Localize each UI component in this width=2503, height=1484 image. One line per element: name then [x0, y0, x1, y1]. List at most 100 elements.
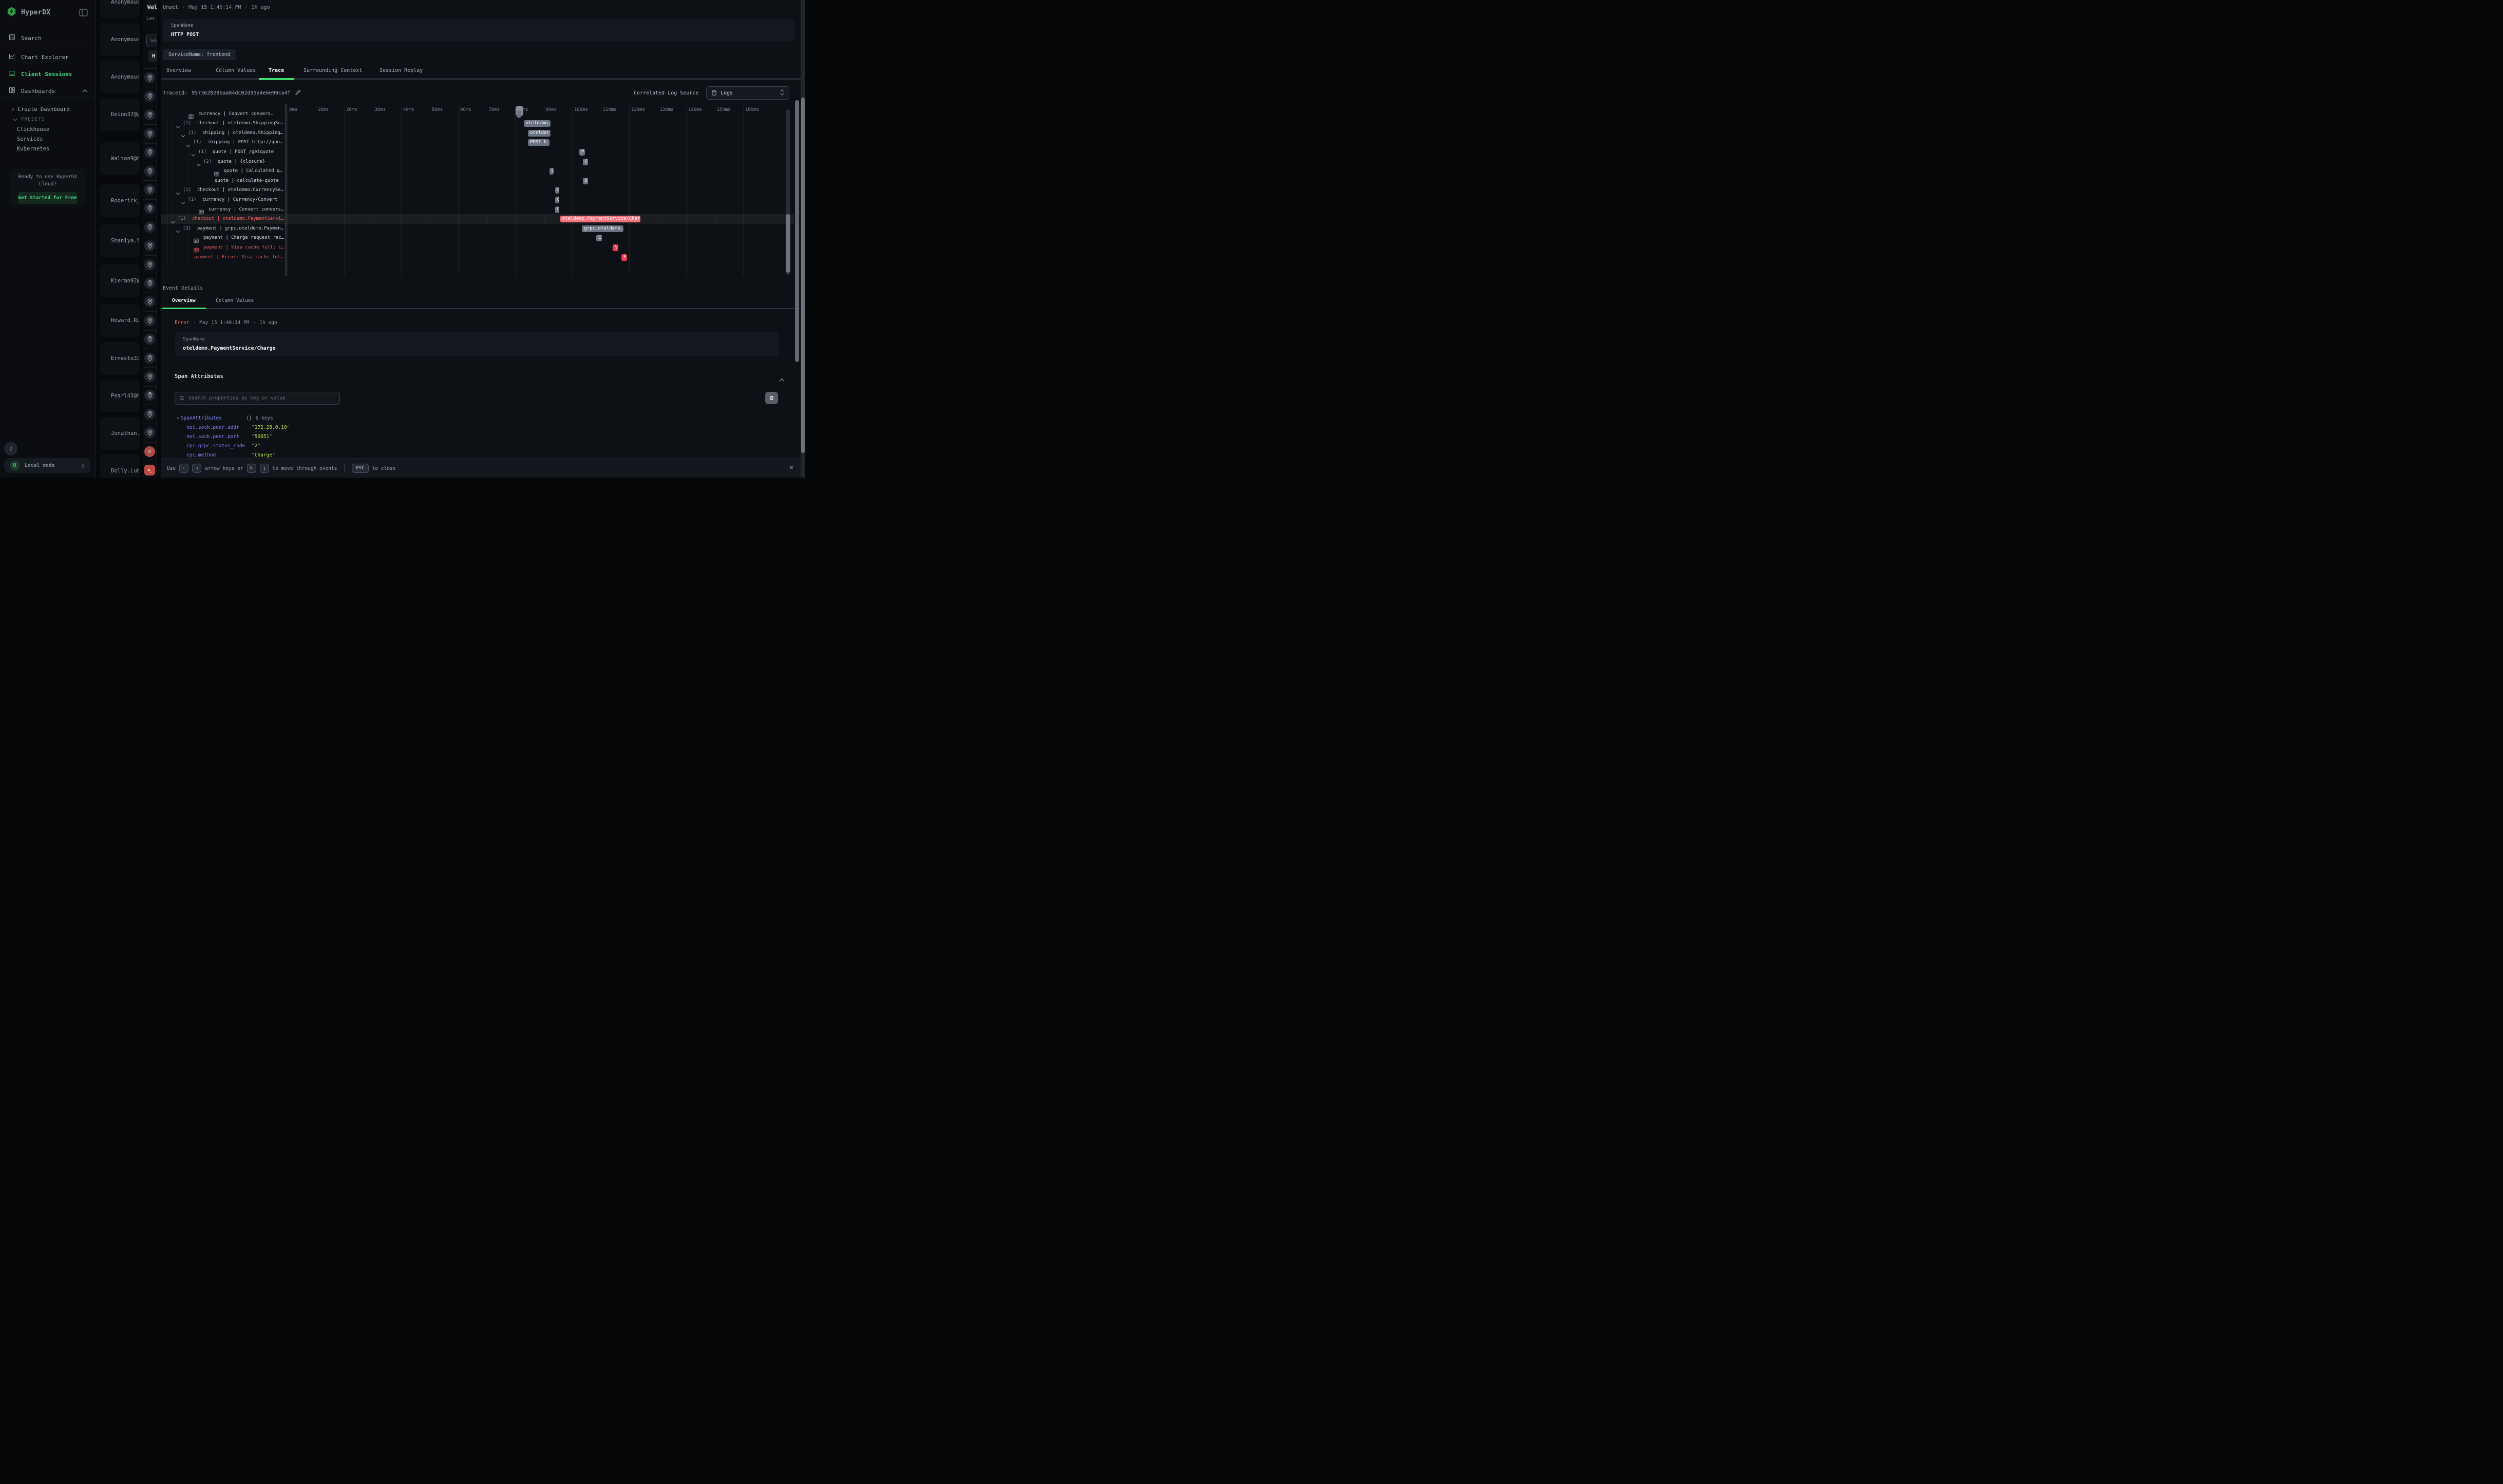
span-duration-bar[interactable]: otelder [527, 129, 551, 137]
expand-chevron-icon[interactable] [176, 188, 180, 198]
expand-chevron-icon[interactable] [191, 149, 196, 159]
attribute-key[interactable]: rpc.method [186, 452, 216, 458]
span-duration-bar[interactable]: C [596, 235, 602, 242]
expand-chevron-icon[interactable] [176, 121, 180, 131]
session-card[interactable]: Walton9@ho [100, 142, 140, 175]
span-row-label[interactable]: payment | Error: Visa cache ful… [194, 254, 283, 260]
panel-scrollbar-thumb[interactable] [795, 100, 799, 362]
collapse-chevron-up-icon[interactable] [779, 374, 785, 384]
location-pin-icon[interactable] [144, 240, 155, 252]
span-row-label[interactable]: shipping | POST http://quo… [207, 140, 283, 145]
tab-session-replay[interactable]: Session Replay [380, 68, 423, 73]
attribute-key[interactable]: rpc.grpc.status_code [186, 443, 245, 449]
location-pin-icon[interactable] [144, 203, 155, 214]
span-row-label[interactable]: quote | {closure} [218, 159, 266, 164]
expand-chevron-icon[interactable] [181, 197, 185, 207]
expand-chevron-icon[interactable] [176, 226, 180, 236]
swap-icon[interactable]: ⇄ [144, 446, 155, 457]
sidebar-item-chart-explorer[interactable]: Chart Explorer [0, 50, 96, 64]
terminal-icon[interactable]: >_ [144, 464, 155, 475]
sidebar-item-search[interactable]: Search [0, 31, 96, 45]
span-duration-bar[interactable] [516, 110, 521, 118]
location-pin-icon[interactable] [144, 165, 155, 177]
presets-toggle[interactable]: PRESETS [13, 117, 45, 122]
location-pin-icon[interactable] [144, 334, 155, 345]
span-duration-bar[interactable]: C [555, 196, 559, 203]
attribute-value[interactable]: "2" [252, 443, 261, 449]
log-source-select[interactable]: Logs [706, 86, 789, 100]
span-row-label[interactable]: shipping | oteldemo.Shipping… [202, 130, 283, 136]
tab-overview[interactable]: Overview [166, 68, 192, 73]
location-pin-icon[interactable] [144, 221, 155, 233]
expand-chevron-icon[interactable] [170, 217, 175, 226]
span-duration-bar[interactable]: C [549, 168, 554, 175]
close-icon[interactable]: × [789, 464, 793, 472]
span-row-label[interactable]: quote | Calculated q… [224, 168, 282, 174]
span-row-label[interactable]: payment | grpc.oteldemo.Paymen… [197, 225, 283, 231]
get-started-button[interactable]: Get Started for Free [18, 192, 77, 204]
preset-item-services[interactable]: Services [17, 136, 43, 142]
span-row-label[interactable]: currency | Convert convers… [208, 206, 284, 212]
tab-surrounding-context[interactable]: Surrounding Context [304, 68, 363, 73]
session-card[interactable]: Dolly.Lubo [100, 454, 140, 478]
event-details-tab-overview[interactable]: Overview [172, 298, 196, 303]
attribute-value[interactable]: "172.28.0.10" [252, 425, 290, 430]
edit-pencil-icon[interactable] [295, 89, 301, 97]
span-duration-bar[interactable]: POST h [527, 139, 549, 146]
span-duration-bar[interactable]: c [582, 177, 588, 184]
span-row-label[interactable]: quote | calculate-quote [215, 178, 279, 183]
span-duration-bar[interactable]: oteldemo. [523, 120, 551, 127]
session-card[interactable]: Kieran92@h [100, 264, 140, 297]
tab-column-values[interactable]: Column Values [216, 68, 256, 73]
waterfall-scrollbar-thumb[interactable] [786, 214, 790, 273]
attribute-key[interactable]: net.sock.peer.addr [186, 425, 239, 430]
location-pin-icon[interactable] [144, 259, 155, 270]
span-attributes-root-toggle[interactable]: ▾ SpanAttributes [177, 415, 222, 421]
attribute-value[interactable]: "Charge" [252, 452, 275, 458]
sidebar-item-client-sessions[interactable]: Client Sessions [0, 67, 96, 81]
location-pin-icon[interactable] [144, 128, 155, 139]
location-pin-icon[interactable] [144, 109, 155, 121]
location-pin-icon[interactable] [144, 352, 155, 364]
preset-item-kubernetes[interactable]: Kubernetes [17, 146, 50, 152]
session-card[interactable]: Roderick_S [100, 184, 140, 217]
span-row-label[interactable]: currency | Currency/Convert [202, 197, 278, 202]
span-row-label[interactable]: quote | POST /getquote [213, 149, 274, 155]
attributes-search-input[interactable] [187, 392, 336, 404]
tab-trace[interactable]: Trace [269, 68, 285, 73]
event-details-tab-column-values[interactable]: Column Values [216, 298, 254, 303]
session-card[interactable]: Pearl43@ho [100, 379, 140, 412]
location-pin-icon[interactable] [144, 427, 155, 439]
location-pin-icon[interactable] [144, 315, 155, 326]
span-duration-bar[interactable]: { [582, 158, 588, 165]
user-menu[interactable]: U Local mode [4, 458, 90, 473]
span-duration-bar[interactable]: o [555, 187, 559, 194]
span-duration-bar[interactable]: V [613, 244, 618, 251]
gear-icon[interactable]: ⚙ [765, 392, 778, 404]
span-duration-bar[interactable]: grpc.oteldemo. [582, 225, 623, 232]
span-duration-bar[interactable]: C [555, 206, 559, 213]
session-card[interactable]: Ernesto33@ [100, 342, 140, 375]
expand-chevron-icon[interactable] [181, 130, 185, 140]
span-row-label[interactable]: checkout | oteldemo.PaymentServi… [192, 216, 284, 222]
location-pin-icon[interactable] [144, 72, 155, 83]
location-pin-icon[interactable] [144, 277, 155, 289]
span-row-label[interactable]: checkout | oteldemo.ShippingSe… [197, 121, 283, 126]
location-pin-icon[interactable] [144, 90, 155, 102]
sidebar-collapse-icon[interactable] [79, 9, 88, 16]
session-card[interactable]: Jonathan.B [100, 417, 140, 450]
session-card[interactable]: Shaniya.Sc [100, 224, 140, 257]
events-filter-button[interactable]: H [148, 50, 157, 62]
help-button[interactable]: ? [4, 442, 17, 455]
window-scrollbar-thumb[interactable] [801, 98, 805, 453]
span-row-label[interactable]: payment | Charge request rec… [203, 235, 285, 241]
session-card[interactable]: Anonymous [100, 61, 140, 93]
attribute-value[interactable]: "50051" [252, 434, 273, 440]
location-pin-icon[interactable] [144, 408, 155, 420]
span-row-label[interactable]: currency | Convert convers… [198, 111, 274, 117]
span-duration-bar[interactable]: P [579, 148, 585, 156]
location-pin-icon[interactable] [144, 296, 155, 308]
span-duration-bar[interactable]: E [621, 254, 627, 261]
location-pin-icon[interactable] [144, 390, 155, 401]
expand-chevron-icon[interactable] [186, 140, 191, 150]
